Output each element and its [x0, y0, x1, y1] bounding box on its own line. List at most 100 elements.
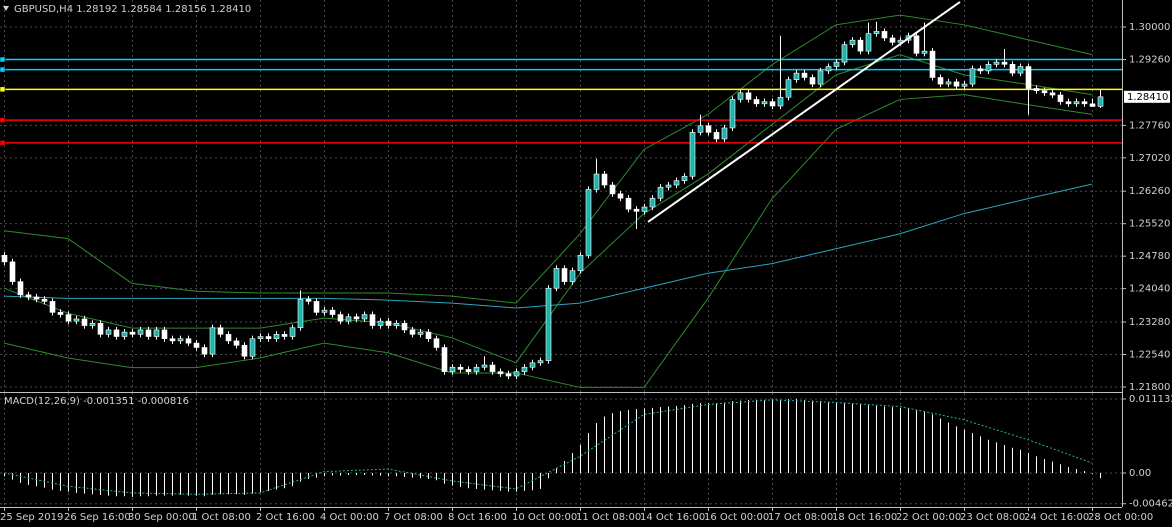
candle-body: [417, 331, 424, 335]
x-tick-label: 22 Oct 00:00: [896, 512, 961, 523]
candle-body: [945, 81, 952, 85]
candle-body: [305, 298, 312, 302]
candle-body: [233, 340, 240, 346]
candle-body: [833, 61, 840, 67]
candle-body: [273, 334, 280, 340]
candle-body: [457, 366, 464, 370]
candle-body: [985, 64, 992, 72]
candle-body: [145, 329, 152, 337]
candle-body: [665, 184, 672, 188]
candle-body: [569, 270, 576, 282]
candle-body: [105, 329, 112, 335]
candle-body: [129, 331, 136, 335]
y-tick-label: 1.24040: [1129, 284, 1170, 295]
candle-body: [481, 364, 488, 368]
x-tick-label: 14 Oct 16:00: [640, 512, 705, 523]
candle-body: [817, 70, 824, 85]
candle-body: [1, 254, 8, 263]
candle-body: [257, 336, 264, 340]
chart-title: GBPUSD,H4 1.28192 1.28584 1.28156 1.2841…: [14, 4, 251, 15]
candle-body: [801, 72, 808, 78]
level-handle: [0, 56, 6, 63]
candle-body: [185, 338, 192, 344]
price-label: 1.28410: [1127, 92, 1168, 103]
candle-body: [465, 369, 472, 372]
candle-body: [241, 344, 248, 357]
candle-body: [353, 316, 360, 320]
candle-body: [1033, 88, 1040, 91]
candle-body: [977, 68, 984, 72]
candle-body: [217, 327, 224, 335]
x-tick-label: 30 Sep 00:00: [128, 512, 195, 523]
level-handle: [0, 117, 6, 123]
candle-body: [737, 92, 744, 100]
price-label-box: [1124, 90, 1170, 103]
y-tick-label: 1.30000: [1129, 22, 1170, 33]
x-tick-label: 26 Sep 16:00: [64, 512, 131, 523]
candle-body: [41, 298, 48, 302]
candle-body: [577, 254, 584, 271]
candle-body: [193, 342, 200, 348]
candle-body: [729, 99, 736, 129]
candle-body: [1001, 61, 1008, 65]
indicator-line: [3, 14, 1093, 304]
candle-body: [617, 193, 624, 199]
candle-body: [625, 197, 632, 210]
candle-body: [17, 281, 24, 296]
level-handle: [0, 86, 6, 93]
y-tick-label: 1.29260: [1129, 54, 1170, 65]
candle-body: [49, 301, 56, 313]
x-tick-label: 23 Oct 08:00: [960, 512, 1025, 523]
y-tick-label: 1.23280: [1129, 317, 1170, 328]
marks: [0, 1, 1122, 497]
candle-body: [489, 364, 496, 372]
candle-body: [561, 268, 568, 282]
symbol-menu-arrow: [3, 6, 9, 11]
candle-body: [97, 323, 104, 335]
candle-body: [201, 347, 208, 355]
candle-body: [793, 72, 800, 80]
candle-body: [57, 312, 64, 315]
candle-body: [553, 268, 560, 289]
candle-body: [1065, 101, 1072, 105]
candle-body: [497, 371, 504, 375]
candle-body: [121, 331, 128, 337]
candle-body: [137, 329, 144, 335]
candle-body: [1097, 96, 1104, 107]
candle-body: [209, 327, 216, 355]
level-handle: [0, 140, 6, 146]
candle-body: [361, 314, 368, 320]
candle-body: [73, 318, 80, 322]
candle-body: [281, 334, 288, 337]
candle-body: [1081, 101, 1088, 105]
candle-body: [313, 301, 320, 313]
candle-body: [425, 331, 432, 340]
y-tick-label: 0.00: [1129, 468, 1151, 479]
candle-body: [177, 338, 184, 342]
candle-body: [505, 373, 512, 377]
y-tick-label: 1.22540: [1129, 350, 1170, 361]
candle-body: [321, 309, 328, 313]
candle-body: [649, 197, 656, 208]
candle-body: [753, 99, 760, 105]
candle-body: [25, 294, 32, 298]
candle-body: [433, 338, 440, 348]
candle-body: [937, 77, 944, 85]
candle-body: [329, 309, 336, 315]
candle-body: [809, 77, 816, 85]
candle-body: [89, 323, 96, 326]
x-tick-label: 4 Oct 00:00: [320, 512, 379, 523]
candle-body: [265, 336, 272, 340]
candle-body: [249, 338, 256, 357]
indicator-line: [3, 94, 1093, 388]
y-tick-label: 1.25520: [1129, 219, 1170, 230]
candle-body: [721, 127, 728, 140]
y-tick-label: 1.24780: [1129, 251, 1170, 262]
candle-body: [369, 314, 376, 326]
candle-body: [153, 329, 160, 337]
x-tick-label: 16 Oct 00:00: [704, 512, 769, 523]
candle-body: [1025, 66, 1032, 89]
